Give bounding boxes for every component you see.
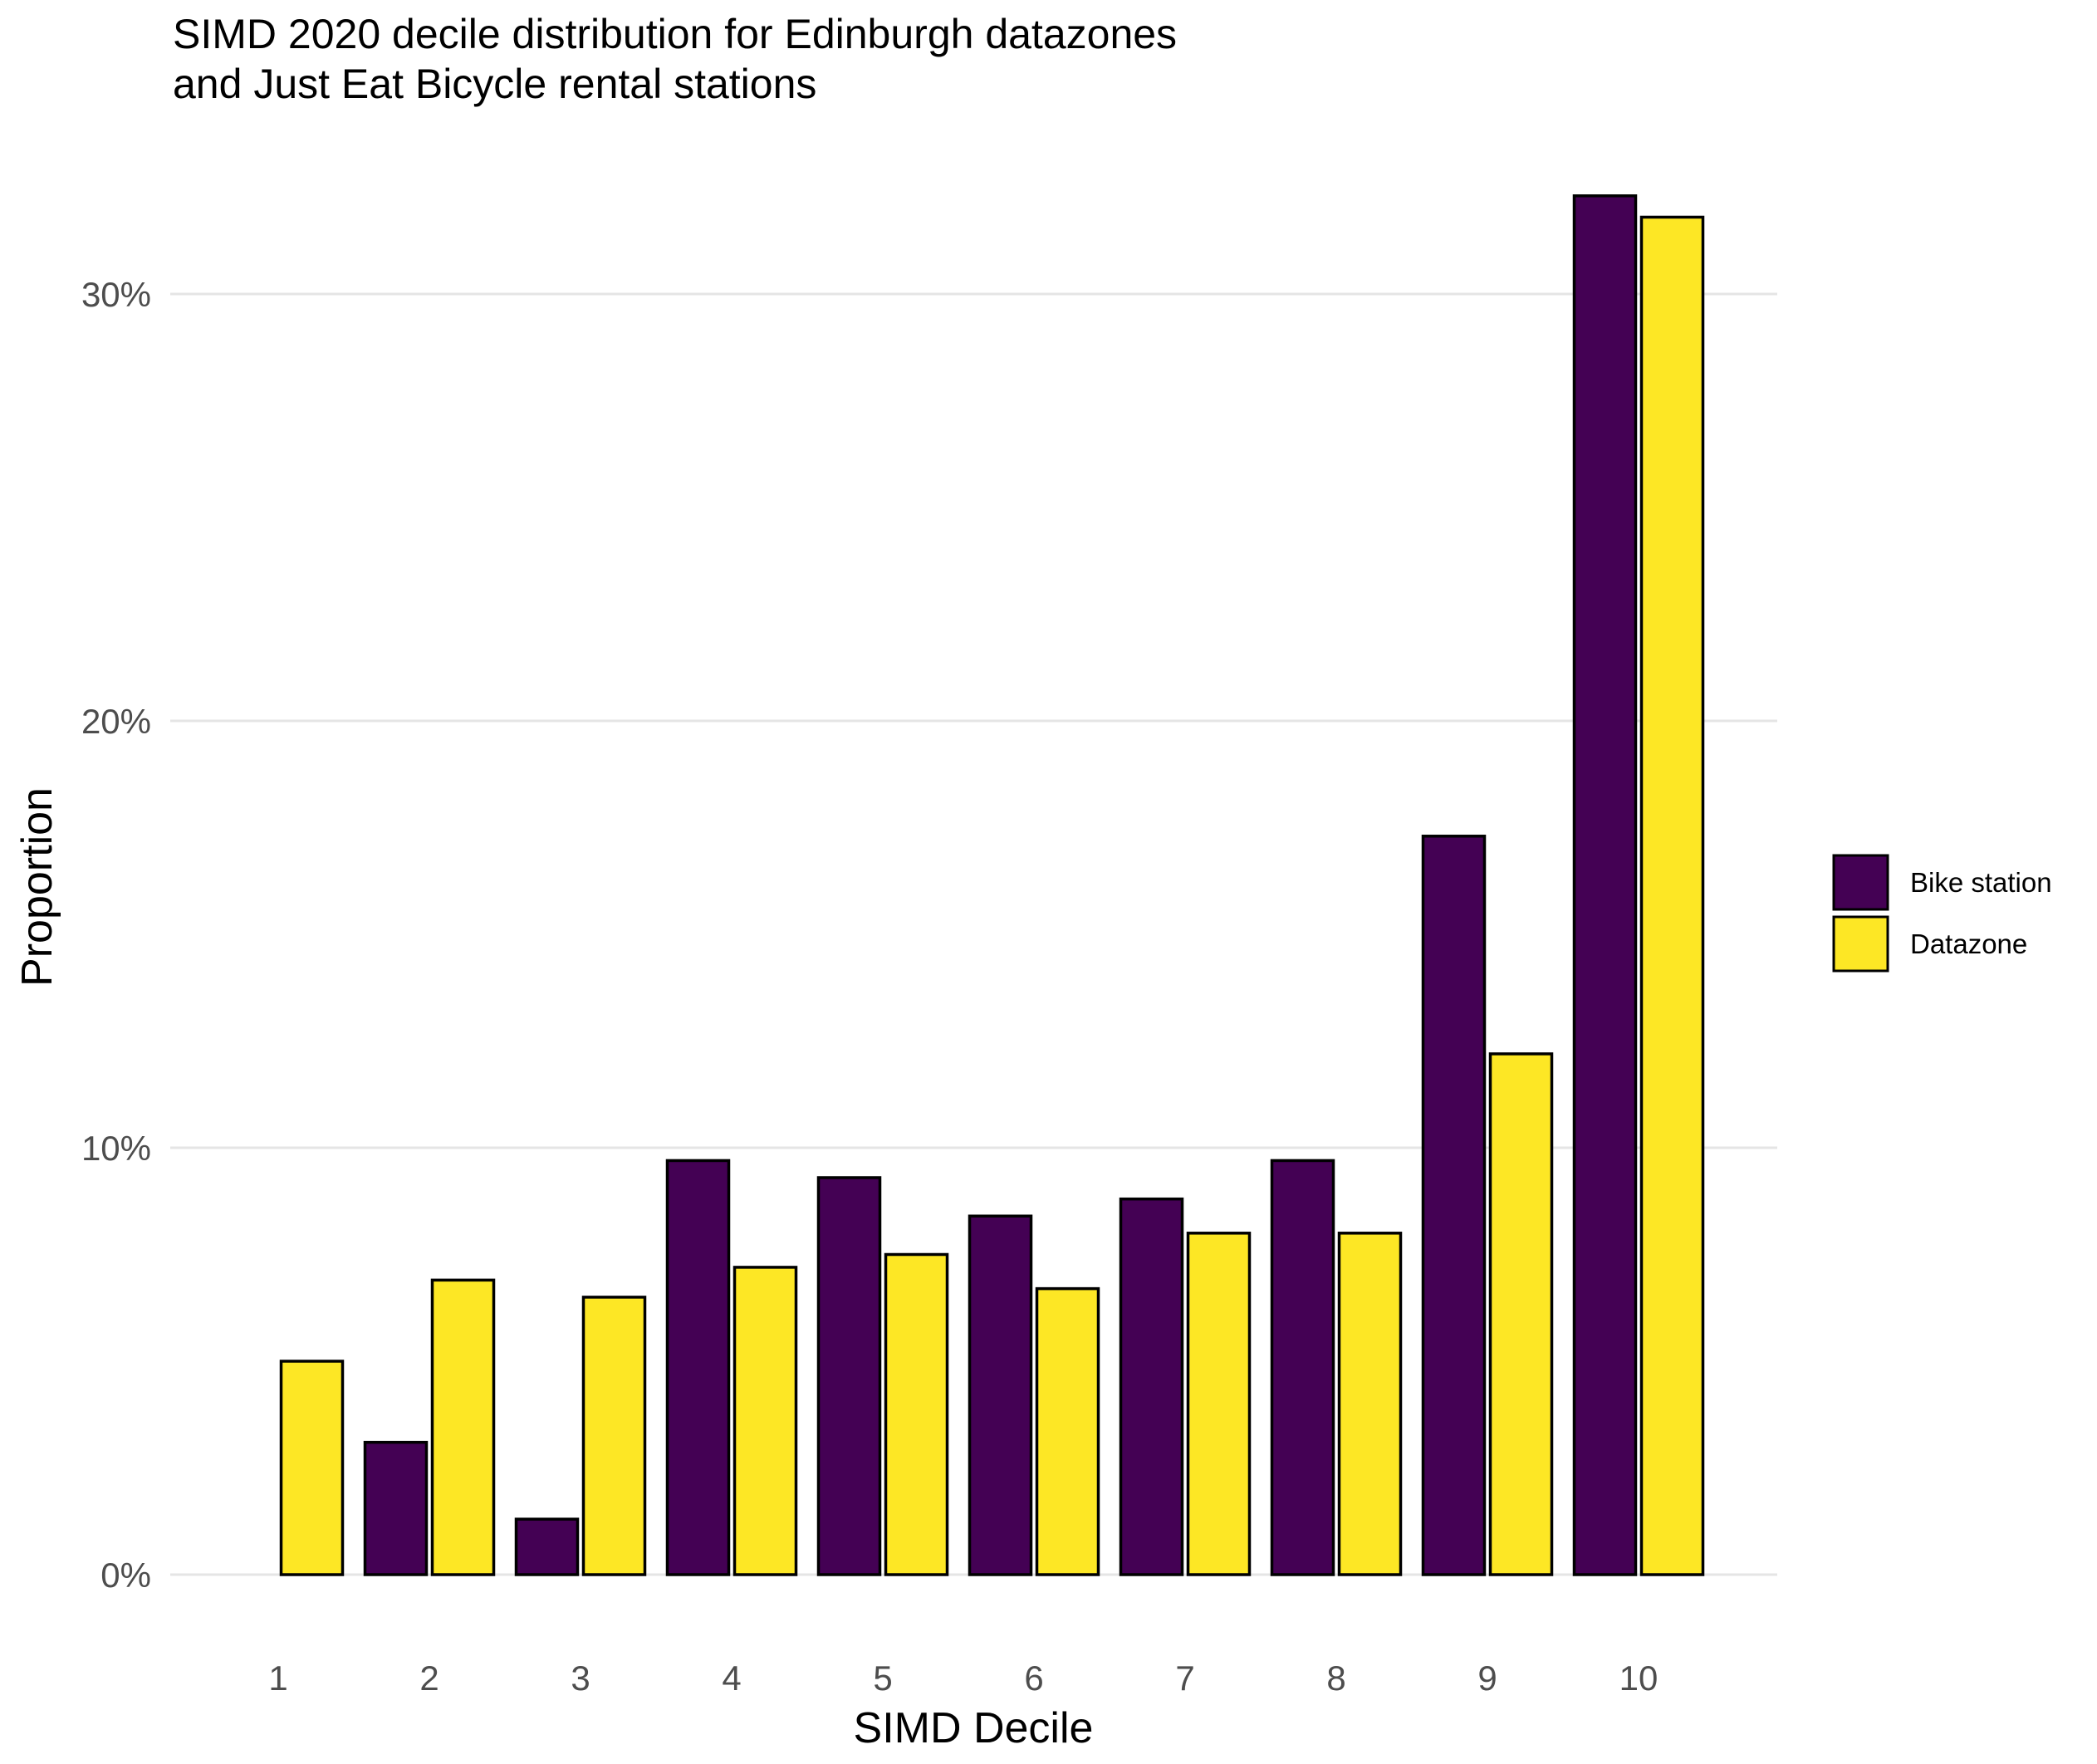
legend-swatch [1832,915,1889,973]
bars [279,194,1705,1576]
bar-bike-station-decile-5 [816,1176,882,1576]
bar-bike-station-decile-6 [968,1214,1033,1576]
legend-item: Datazone [1832,915,2027,973]
bar-datazone-decile-3 [581,1296,647,1576]
x-tick-label: 4 [722,1659,741,1698]
bar-bike-station-decile-8 [1270,1159,1335,1576]
x-tick-label: 9 [1477,1659,1497,1698]
y-tick-label: 30% [81,275,151,314]
x-tick-label: 5 [873,1659,892,1698]
bar-bike-station-decile-7 [1119,1197,1184,1576]
y-tick-label: 20% [81,702,151,741]
chart-title-line-1: SIMD 2020 decile distribution for Edinbu… [173,11,1177,57]
legend-label: Bike station [1910,867,2052,898]
bar-datazone-decile-6 [1035,1286,1100,1576]
bar-datazone-decile-7 [1186,1232,1252,1576]
x-tick-label: 8 [1326,1659,1345,1698]
chart-title: SIMD 2020 decile distribution for Edinbu… [173,11,1177,107]
bar-datazone-decile-10 [1639,215,1705,1576]
legend-label: Datazone [1910,929,2027,959]
y-tick-label: 10% [81,1129,151,1168]
x-tick-label: 10 [1619,1659,1658,1698]
chart-title-line-2: and Just Eat Bicycle rental stations [173,61,816,107]
y-axis-ticks: 0% 10% 20% 30% [81,275,151,1595]
bar-bike-station-decile-2 [363,1440,429,1576]
bar-bike-station-decile-4 [665,1159,731,1576]
x-tick-label: 6 [1024,1659,1043,1698]
y-tick-label: 0% [100,1556,151,1595]
x-tick-label: 1 [268,1659,287,1698]
x-axis-title: SIMD Decile [854,1704,1094,1752]
x-tick-label: 3 [571,1659,590,1698]
x-tick-label: 2 [419,1659,439,1698]
bar-datazone-decile-8 [1337,1232,1403,1576]
bar-datazone-decile-5 [884,1252,949,1576]
bar-datazone-decile-9 [1488,1052,1554,1576]
bar-bike-station-decile-10 [1572,194,1638,1576]
bar-datazone-decile-4 [732,1266,798,1576]
legend-swatch [1832,854,1889,911]
x-axis-ticks: 1 2 3 4 5 6 7 8 9 10 [268,1659,1658,1698]
bar-bike-station-decile-9 [1421,835,1487,1576]
legend: Bike station Datazone [1832,854,2052,973]
y-axis-title: Proportion [13,787,61,987]
bar-bike-station-decile-3 [514,1517,580,1576]
bar-datazone-decile-1 [279,1360,345,1576]
legend-item: Bike station [1832,854,2052,911]
bar-datazone-decile-2 [430,1278,496,1576]
x-tick-label: 7 [1175,1659,1194,1698]
